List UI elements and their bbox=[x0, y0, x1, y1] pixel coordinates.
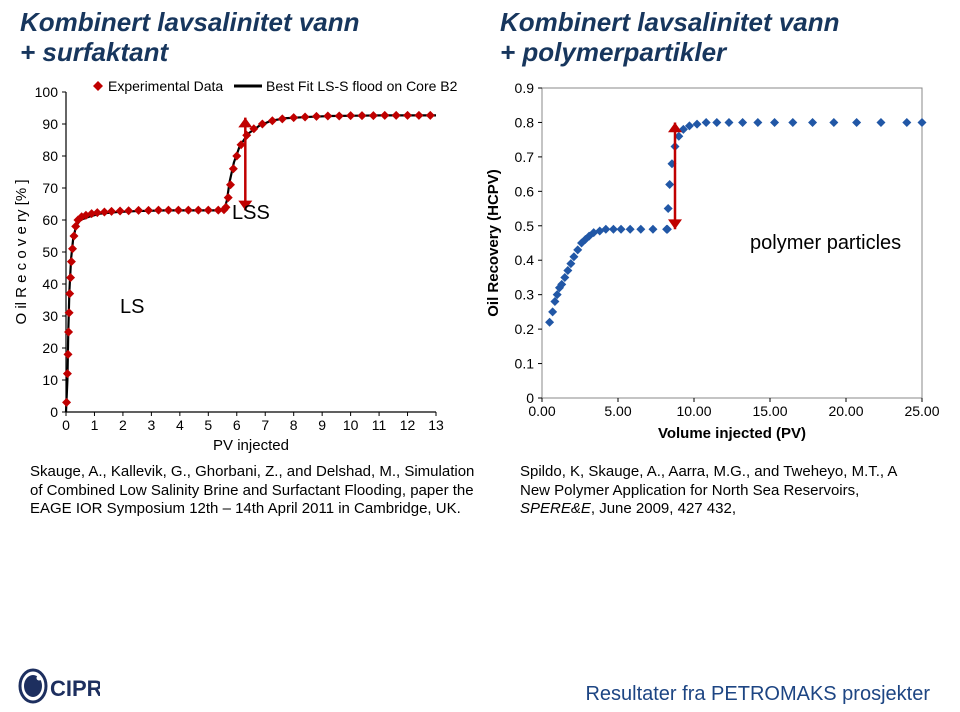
svg-text:50: 50 bbox=[42, 244, 58, 260]
svg-text:80: 80 bbox=[42, 148, 58, 164]
footer-text: Resultater fra PETROMAKS prosjekter bbox=[585, 683, 930, 706]
svg-text:O il R e c o v e ry [% ]: O il R e c o v e ry [% ] bbox=[13, 179, 30, 324]
svg-text:Volume injected (PV): Volume injected (PV) bbox=[658, 425, 806, 442]
svg-text:0: 0 bbox=[50, 404, 58, 420]
title-left-l1: Kombinert lavsalinitet vann bbox=[20, 7, 360, 37]
chart-right: 00.10.20.30.40.50.60.70.80.90.005.0010.0… bbox=[480, 74, 950, 459]
svg-text:9: 9 bbox=[318, 417, 326, 433]
svg-text:0.00: 0.00 bbox=[528, 403, 555, 419]
svg-text:0.3: 0.3 bbox=[515, 286, 535, 302]
caption-left: Skauge, A., Kallevik, G., Ghorbani, Z., … bbox=[30, 463, 480, 519]
chart-annotation: polymer particles bbox=[750, 232, 901, 255]
svg-text:5.00: 5.00 bbox=[604, 403, 631, 419]
svg-text:10: 10 bbox=[343, 417, 359, 433]
svg-text:60: 60 bbox=[42, 212, 58, 228]
svg-text:15.00: 15.00 bbox=[752, 403, 787, 419]
svg-text:100: 100 bbox=[35, 84, 59, 100]
logo: CIPR bbox=[18, 666, 100, 706]
svg-text:10: 10 bbox=[42, 372, 58, 388]
chart-annotation: LS bbox=[120, 296, 144, 319]
svg-text:Best Fit LS-S flood on Core B2: Best Fit LS-S flood on Core B2 bbox=[266, 78, 458, 94]
svg-text:PV injected: PV injected bbox=[213, 437, 289, 454]
svg-text:0.6: 0.6 bbox=[515, 183, 535, 199]
svg-text:3: 3 bbox=[147, 417, 155, 433]
svg-text:12: 12 bbox=[400, 417, 416, 433]
svg-text:Oil Recovery (HCPV): Oil Recovery (HCPV) bbox=[485, 169, 502, 317]
chart-annotation: LSS bbox=[232, 202, 270, 225]
svg-text:25.00: 25.00 bbox=[904, 403, 939, 419]
svg-text:0.2: 0.2 bbox=[515, 321, 535, 337]
title-right-l2: + polymerpartikler bbox=[500, 37, 726, 67]
title-right-l1: Kombinert lavsalinitet vann bbox=[500, 7, 840, 37]
svg-text:0.9: 0.9 bbox=[515, 80, 535, 96]
svg-text:13: 13 bbox=[428, 417, 444, 433]
chart-left: 0102030405060708090100012345678910111213… bbox=[10, 74, 480, 459]
svg-text:11: 11 bbox=[372, 417, 387, 433]
svg-text:20.00: 20.00 bbox=[828, 403, 863, 419]
svg-text:2: 2 bbox=[119, 417, 127, 433]
svg-text:10.00: 10.00 bbox=[676, 403, 711, 419]
svg-text:Experimental Data: Experimental Data bbox=[108, 78, 223, 94]
svg-text:0.8: 0.8 bbox=[515, 114, 535, 130]
svg-text:0.5: 0.5 bbox=[515, 218, 535, 234]
caption-right-ital: SPERE&E bbox=[520, 500, 591, 517]
svg-text:40: 40 bbox=[42, 276, 58, 292]
svg-text:30: 30 bbox=[42, 308, 58, 324]
svg-text:8: 8 bbox=[290, 417, 298, 433]
caption-right: Spildo, K, Skauge, A., Aarra, M.G., and … bbox=[480, 463, 930, 519]
svg-text:20: 20 bbox=[42, 340, 58, 356]
title-left: Kombinert lavsalinitet vann + surfaktant bbox=[20, 8, 480, 68]
svg-text:6: 6 bbox=[233, 417, 241, 433]
svg-text:1: 1 bbox=[91, 417, 99, 433]
svg-text:0: 0 bbox=[62, 417, 70, 433]
svg-text:5: 5 bbox=[204, 417, 212, 433]
caption-right-p1: Spildo, K, Skauge, A., Aarra, M.G., and … bbox=[520, 463, 897, 499]
title-right: Kombinert lavsalinitet vann + polymerpar… bbox=[480, 8, 940, 68]
svg-text:4: 4 bbox=[176, 417, 184, 433]
svg-text:0.4: 0.4 bbox=[515, 252, 535, 268]
svg-text:0.7: 0.7 bbox=[515, 149, 535, 165]
svg-text:CIPR: CIPR bbox=[50, 676, 100, 701]
svg-text:90: 90 bbox=[42, 116, 58, 132]
svg-text:7: 7 bbox=[261, 417, 269, 433]
svg-text:70: 70 bbox=[42, 180, 58, 196]
caption-right-p2: , June 2009, 427 432, bbox=[591, 500, 736, 517]
title-left-l2: + surfaktant bbox=[20, 37, 168, 67]
svg-text:0.1: 0.1 bbox=[515, 355, 535, 371]
